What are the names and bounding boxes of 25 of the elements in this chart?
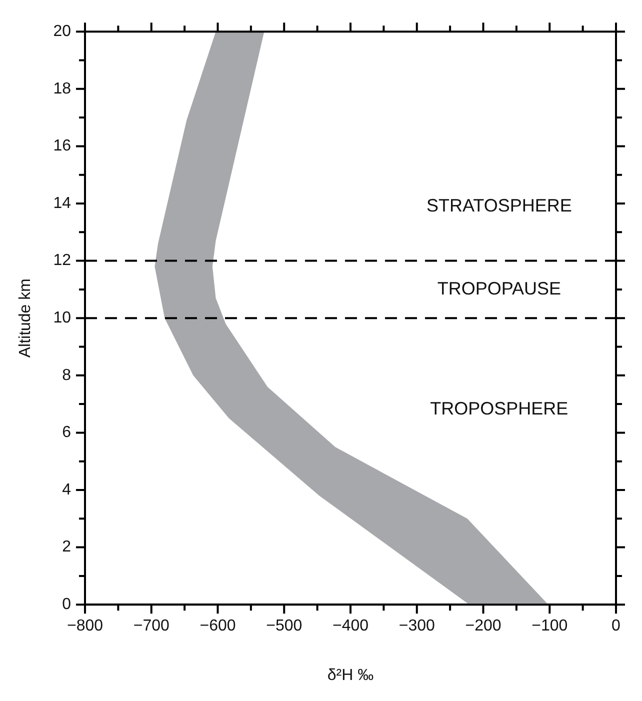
x-tick-label: −600 <box>200 618 236 635</box>
y-tick-label: 2 <box>62 538 72 556</box>
y-tick-label: 20 <box>53 23 72 40</box>
x-tick-label: −400 <box>332 618 369 635</box>
x-tick-label: −200 <box>465 618 502 635</box>
x-tick-label: −800 <box>66 618 104 635</box>
y-tick-label: 16 <box>53 138 72 155</box>
y-tick-label: 0 <box>62 596 72 614</box>
y-tick-label: 6 <box>62 424 72 442</box>
y-tick-label: 12 <box>53 252 72 270</box>
y-tick-label: 8 <box>62 366 72 384</box>
x-tick-label: −500 <box>266 618 302 635</box>
y-tick-label: 10 <box>53 310 72 327</box>
annotation: TROPOPAUSE <box>437 278 562 298</box>
x-tick-label: −300 <box>398 618 435 635</box>
x-tick-label: −700 <box>133 618 170 635</box>
x-tick-label: 0 <box>612 618 621 635</box>
y-tick-label: 14 <box>53 194 72 212</box>
y-tick-label: 18 <box>53 80 72 98</box>
x-axis-title: δ²H ‰ <box>327 666 374 684</box>
annotation: TROPOSPHERE <box>430 398 568 419</box>
y-tick-label: 4 <box>62 481 72 498</box>
y-axis-title: Altitude km <box>17 278 34 358</box>
x-tick-label: −100 <box>532 618 568 635</box>
annotation: STRATOSPHERE <box>426 195 572 216</box>
